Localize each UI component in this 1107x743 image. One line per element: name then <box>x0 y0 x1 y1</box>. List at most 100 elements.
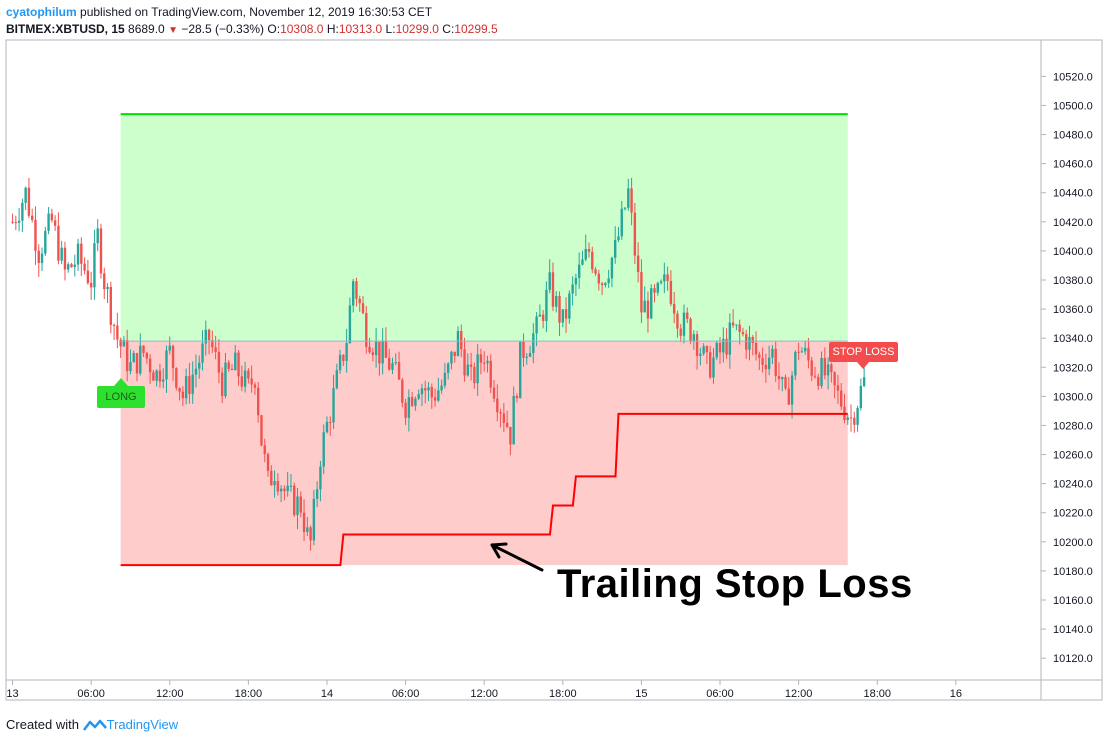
candle-body <box>256 387 260 416</box>
candle-body <box>790 375 794 405</box>
x-tick-label: 18:00 <box>235 688 263 700</box>
candle-body <box>679 328 682 336</box>
candle-body <box>722 338 725 353</box>
candle-body <box>214 347 217 352</box>
candle-body <box>76 243 80 265</box>
long-tag-pointer-icon <box>114 378 128 386</box>
candle-body <box>384 340 388 358</box>
candle-body <box>162 379 165 382</box>
candle-body <box>627 188 630 208</box>
candle-body <box>735 324 738 326</box>
candle-body <box>21 202 24 221</box>
candle-body <box>93 243 96 288</box>
candle-body <box>332 388 335 423</box>
candle-body <box>168 345 171 351</box>
candle-body <box>178 387 181 392</box>
candle-body <box>600 283 604 286</box>
x-tick-label: 16 <box>950 688 962 700</box>
candle-body <box>636 255 640 272</box>
candle-body <box>106 286 109 290</box>
y-tick-label: 10260.0 <box>1053 450 1093 462</box>
candle-body <box>712 357 715 378</box>
candle-body <box>830 364 833 373</box>
candle-body <box>315 489 319 499</box>
candle-body <box>351 281 355 306</box>
candle-body <box>63 247 67 270</box>
candle-body <box>555 295 558 307</box>
candle-body <box>309 527 312 541</box>
candle-body <box>388 357 391 370</box>
candle-body <box>286 485 289 492</box>
candle-body <box>207 329 211 341</box>
candle-body <box>800 351 804 353</box>
candle-body <box>230 368 234 371</box>
candle-body <box>817 376 820 387</box>
candle-body <box>460 330 463 350</box>
symbol-label: BITMEX:XBTUSD, 15 <box>6 22 125 36</box>
candle-body <box>155 370 158 381</box>
candle-body <box>551 272 555 307</box>
candle-body <box>237 352 240 377</box>
candle-body <box>558 295 561 323</box>
candle-body <box>519 341 522 399</box>
price-change: −28.5 (−0.33%) <box>181 22 265 36</box>
candle-body <box>496 398 499 413</box>
y-tick-label: 10440.0 <box>1053 188 1093 200</box>
candle-body <box>568 293 571 319</box>
candle-body <box>610 257 614 279</box>
candle-body <box>201 343 204 363</box>
candle-body <box>273 481 276 486</box>
candle-body <box>17 220 21 223</box>
low-value: 10299.0 <box>395 22 439 36</box>
candle-body <box>31 215 34 220</box>
candle-body <box>607 278 610 284</box>
candle-body <box>194 368 198 375</box>
candle-body <box>253 384 257 388</box>
candle-body <box>633 212 637 256</box>
open-label: O: <box>267 22 281 36</box>
candle-body <box>171 345 175 369</box>
low-label: L: <box>385 22 396 36</box>
candle-body <box>807 347 810 361</box>
candle-body <box>813 375 817 377</box>
candle-body <box>401 379 404 403</box>
candle-body <box>243 370 247 387</box>
y-tick-label: 10480.0 <box>1053 130 1093 142</box>
candle-body <box>853 417 856 425</box>
stop-tag-pointer-icon <box>857 362 869 369</box>
candle-body <box>361 303 365 314</box>
candle-body <box>345 343 348 361</box>
candle-body <box>263 445 266 455</box>
candle-body <box>338 354 342 371</box>
candle-body <box>604 283 607 286</box>
candle-body <box>296 496 299 516</box>
open-value: 10308.0 <box>280 22 324 36</box>
candle-body <box>335 370 339 389</box>
candle-body <box>541 314 545 321</box>
candle-body <box>145 352 149 359</box>
candle-body <box>617 236 620 241</box>
candle-body <box>322 432 325 467</box>
candle-body <box>266 454 270 471</box>
candle-body <box>96 228 99 244</box>
candle-body <box>112 324 116 326</box>
candle-body <box>725 338 728 355</box>
author-name[interactable]: cyatophilum <box>6 5 77 19</box>
candle-body <box>276 481 280 492</box>
tradingview-brand[interactable]: TradingView <box>106 717 179 732</box>
publish-info: cyatophilum published on TradingView.com… <box>6 5 432 19</box>
candle-body <box>659 281 663 283</box>
candle-body <box>374 341 378 355</box>
candle-body <box>771 348 774 358</box>
candle-body <box>260 415 263 446</box>
candle-body <box>810 360 813 376</box>
candle-body <box>653 288 656 293</box>
candle-body <box>342 354 345 361</box>
trailing-stop-line <box>120 412 848 567</box>
candle-body <box>571 284 574 294</box>
candle-body <box>57 225 60 261</box>
x-tick-label: 06:00 <box>392 688 420 700</box>
candle-body <box>135 353 139 374</box>
candle-body <box>247 370 250 379</box>
